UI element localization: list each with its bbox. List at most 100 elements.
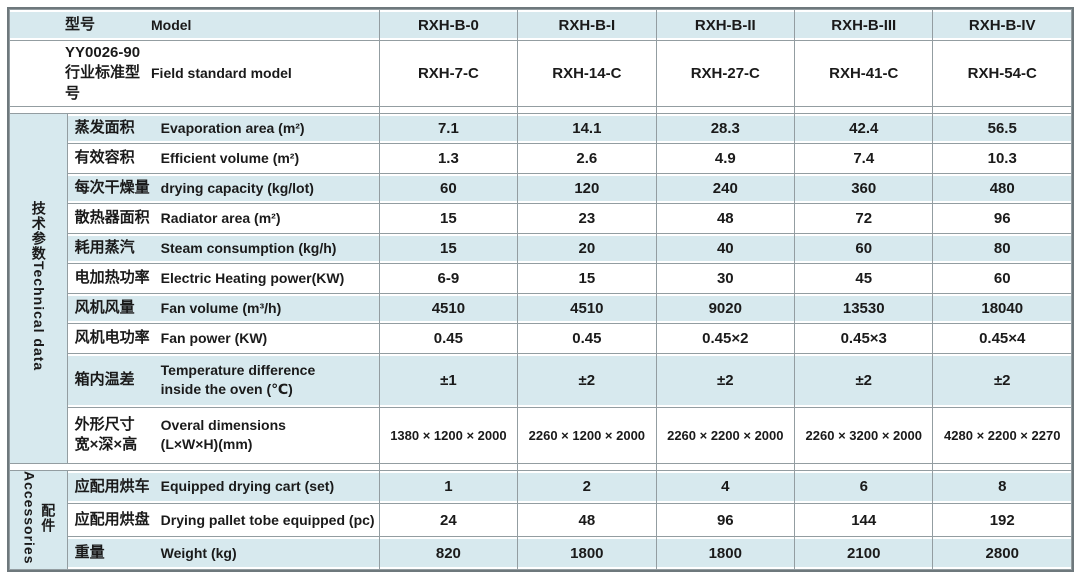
row-label-en: Equipped drying cart (set) (160, 478, 335, 495)
spec-value: ±2 (932, 352, 1072, 408)
spec-value: 72 (794, 202, 934, 234)
standard-value: RXH-41-C (794, 40, 934, 107)
spec-value: 240 (655, 172, 796, 204)
row-label-en-line1: Temperature difference (160, 362, 316, 379)
row-label-cell: 每次干燥量 drying capacity (kg/lot) (66, 172, 380, 204)
row-label-zh: 重量 (74, 544, 105, 562)
spec-value: 820 (378, 536, 519, 571)
row-label-cell: 应配用烘车 Equipped drying cart (set) (66, 469, 380, 504)
spec-value: 2260 × 2200 × 2000 (655, 406, 796, 464)
spec-value: 1 (378, 469, 519, 504)
spec-value: 0.45 (517, 322, 657, 354)
row-label-cell: 蒸发面积 Evaporation area (m²) (66, 112, 380, 144)
standard-value: RXH-27-C (655, 40, 796, 107)
spec-value: 480 (932, 172, 1072, 204)
spec-value: 42.4 (794, 112, 934, 144)
spec-value: 24 (378, 502, 519, 538)
model-label-en: Model (151, 16, 192, 33)
spec-row-overall-dimensions: 外形尺寸 宽×深×高 Overal dimensions (L×W×H)(mm)… (10, 406, 1072, 464)
spec-value: 192 (932, 502, 1072, 538)
model-value: RXH-B-0 (378, 9, 519, 41)
row-label-zh: 电加热功率 (74, 269, 150, 287)
spec-value: ±2 (655, 352, 796, 408)
standard-label-zh-line1: YY0026-90 (65, 44, 141, 61)
accessories-group-cell: 配件 Accessories (9, 469, 68, 571)
spec-value: 60 (378, 172, 519, 204)
spec-value: 2100 (794, 536, 934, 571)
model-value: RXH-B-III (794, 9, 934, 41)
spec-value: 6-9 (378, 262, 519, 294)
model-value: RXH-B-IV (932, 9, 1072, 41)
spec-value: 13530 (794, 292, 934, 324)
spec-value: 23 (517, 202, 657, 234)
spec-row-weight: 重量 Weight (kg) 820 1800 1800 2100 2800 (10, 536, 1072, 571)
spec-value: 2800 (932, 536, 1072, 571)
row-label-en: Evaporation area (m²) (160, 119, 305, 136)
spec-value: 2 (517, 469, 657, 504)
row-label-zh: 蒸发面积 (74, 119, 135, 137)
gap-cell (9, 106, 380, 114)
row-label-zh-line2: 宽×深×高 (74, 436, 138, 454)
spec-value: 15 (378, 202, 519, 234)
row-label-cell: 风机风量 Fan volume (m³/h) (66, 292, 380, 324)
row-label-cell: 应配用烘盘 Drying pallet tobe equipped (pc) (66, 502, 380, 538)
spec-value: ±1 (378, 352, 519, 408)
spec-value: 15 (517, 262, 657, 294)
spec-value: 48 (517, 502, 657, 538)
row-label-en: Fan power (KW) (160, 329, 268, 346)
row-label-cell: 箱内温差 Temperature difference inside the o… (66, 352, 380, 408)
spec-value: 10.3 (932, 142, 1072, 174)
spec-value: 4 (655, 469, 796, 504)
gap-cell (9, 463, 380, 471)
row-label-cell: 有效容积 Efficient volume (m²) (66, 142, 380, 174)
spec-value: 360 (794, 172, 934, 204)
spec-row-drying-capacity: 每次干燥量 drying capacity (kg/lot) 60 120 24… (10, 172, 1072, 204)
spec-value: 4.9 (655, 142, 796, 174)
row-label-cell: 风机电功率 Fan power (KW) (66, 322, 380, 354)
spec-value: 2.6 (517, 142, 657, 174)
spec-value: ±2 (794, 352, 934, 408)
spec-row-drying-pallet: 应配用烘盘 Drying pallet tobe equipped (pc) 2… (10, 502, 1072, 538)
standard-label-cell: YY0026-90 行业标准型号 Field standard model (9, 40, 380, 107)
spec-value: 0.45×4 (932, 322, 1072, 354)
row-label-zh: 耗用蒸汽 (74, 239, 135, 257)
gap-cell (517, 106, 657, 114)
standard-label-zh: YY0026-90 行业标准型号 (65, 43, 151, 104)
standard-label-en: Field standard model (151, 64, 292, 81)
spec-value: 60 (932, 262, 1072, 294)
spec-value: 30 (655, 262, 796, 294)
spec-table: 型号 Model RXH-B-0 RXH-B-I RXH-B-II RXH-B-… (9, 9, 1072, 571)
row-label-zh: 箱内温差 (74, 371, 135, 389)
row-label-cell: 重量 Weight (kg) (66, 536, 380, 571)
row-label-en: drying capacity (kg/lot) (160, 179, 314, 196)
gap-cell (517, 463, 657, 471)
row-label-en: Drying pallet tobe equipped (pc) (160, 511, 375, 528)
spec-value: 1800 (517, 536, 657, 571)
row-label-zh: 应配用烘盘 (74, 510, 150, 528)
section-gap (9, 463, 1072, 471)
spec-row-temperature-difference: 箱内温差 Temperature difference inside the o… (10, 352, 1072, 408)
row-label-zh: 应配用烘车 (74, 477, 150, 495)
row-label-cell: 散热器面积 Radiator area (m²) (66, 202, 380, 234)
gap-cell (794, 106, 934, 114)
spec-row-fan-volume: 风机风量 Fan volume (m³/h) 4510 4510 9020 13… (10, 292, 1072, 324)
spec-value: 2260 × 1200 × 2000 (517, 406, 657, 464)
spec-row-drying-cart: 配件 Accessories 应配用烘车 Equipped drying car… (9, 469, 1072, 571)
gap-cell (655, 463, 796, 471)
gap-cell (378, 463, 519, 471)
row-label-zh: 风机风量 (74, 299, 135, 317)
spec-value: 80 (932, 232, 1072, 264)
spec-value: ±2 (517, 352, 657, 408)
spec-value: 48 (655, 202, 796, 234)
row-label-en: Radiator area (m²) (160, 209, 281, 226)
spec-value: 20 (517, 232, 657, 264)
model-label-cell: 型号 Model (9, 9, 380, 41)
technical-group-label: 技术参数Technical data (30, 200, 47, 371)
model-row: 型号 Model RXH-B-0 RXH-B-I RXH-B-II RXH-B-… (9, 9, 1072, 41)
gap-cell (932, 106, 1072, 114)
spec-row-radiator-area: 散热器面积 Radiator area (m²) 15 23 48 72 96 (10, 202, 1072, 234)
standard-value: RXH-54-C (932, 40, 1072, 107)
model-label-zh: 型号 (65, 15, 96, 33)
spec-value: 9020 (655, 292, 796, 324)
row-label-zh: 有效容积 (74, 149, 135, 167)
